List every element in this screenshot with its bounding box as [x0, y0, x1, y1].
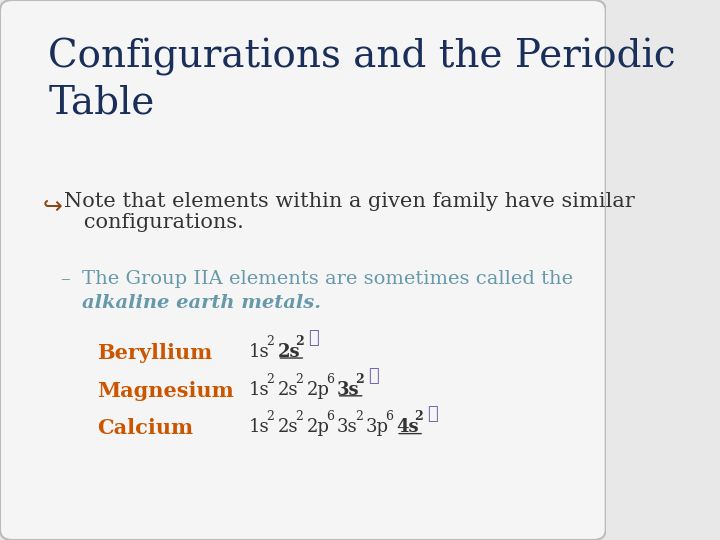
Text: alkaline earth metals.: alkaline earth metals. [82, 294, 321, 312]
Text: 2s: 2s [277, 418, 298, 436]
Text: 2: 2 [355, 373, 364, 386]
Text: 2: 2 [355, 410, 363, 423]
Text: Magnesium: Magnesium [97, 381, 234, 401]
Text: 6: 6 [326, 373, 334, 386]
Text: 3s: 3s [337, 418, 357, 436]
Text: 2: 2 [414, 410, 423, 423]
Text: 2: 2 [296, 410, 303, 423]
FancyBboxPatch shape [0, 0, 606, 540]
Text: 2: 2 [296, 335, 305, 348]
Text: 2: 2 [266, 373, 274, 386]
Text: 1s: 1s [248, 418, 269, 436]
Text: 2p: 2p [307, 418, 329, 436]
Text: configurations.: configurations. [63, 213, 243, 232]
Text: 2p: 2p [307, 381, 329, 399]
Text: 1s: 1s [248, 343, 269, 361]
Text: Configurations and the Periodic
Table: Configurations and the Periodic Table [48, 38, 676, 122]
Text: 2: 2 [266, 335, 274, 348]
Text: 2s: 2s [277, 381, 298, 399]
Text: 3p: 3p [366, 418, 389, 436]
Text: ↪: ↪ [42, 194, 62, 218]
Text: 1s: 1s [248, 381, 269, 399]
Text: 6: 6 [385, 410, 393, 423]
Text: Calcium: Calcium [97, 418, 193, 438]
Text: The Group IIA elements are sometimes called the: The Group IIA elements are sometimes cal… [82, 270, 573, 288]
Text: 4s: 4s [396, 418, 419, 436]
Text: ✓: ✓ [308, 329, 319, 347]
Text: –: – [60, 270, 71, 288]
Text: 6: 6 [326, 410, 334, 423]
Text: 2: 2 [296, 373, 303, 386]
Text: 3s: 3s [337, 381, 359, 399]
Text: Beryllium: Beryllium [97, 343, 212, 363]
Text: 2s: 2s [277, 343, 300, 361]
Text: Note that elements within a given family have similar: Note that elements within a given family… [63, 192, 634, 211]
Text: 2: 2 [266, 410, 274, 423]
Text: ✓: ✓ [427, 405, 438, 423]
Text: ✓: ✓ [368, 367, 379, 385]
